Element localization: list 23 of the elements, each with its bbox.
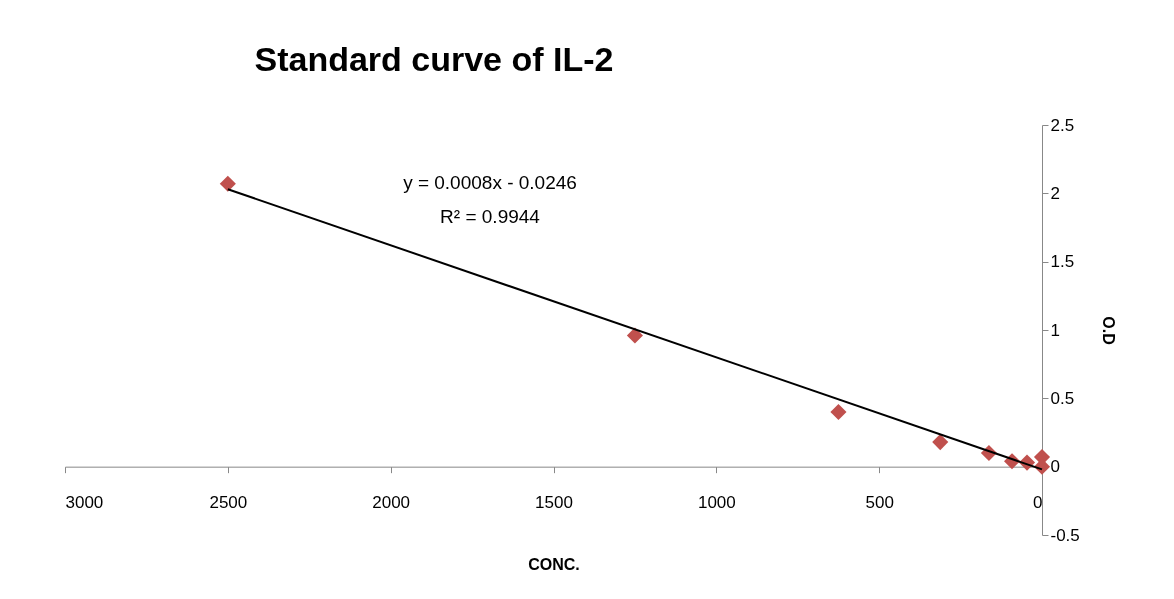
y-tick-label: 0.5 bbox=[1050, 388, 1075, 408]
x-tick-label: 2500 bbox=[209, 493, 248, 513]
x-tick-label: 3000 bbox=[65, 493, 104, 513]
annotation: R² = 0.9944 bbox=[440, 206, 541, 227]
y-tick-label: 2.5 bbox=[1050, 115, 1075, 135]
y-tick-label: 2 bbox=[1050, 183, 1060, 203]
y-tick-label: 1 bbox=[1050, 320, 1060, 340]
x-axis-title: CONC. bbox=[528, 556, 580, 574]
y-tick-label: 1.5 bbox=[1050, 252, 1075, 272]
annotation: y = 0.0008x - 0.0246 bbox=[403, 172, 577, 193]
x-tick-label: 1500 bbox=[535, 493, 573, 513]
point bbox=[219, 175, 236, 192]
x-tick-label: 0 bbox=[1033, 493, 1043, 513]
y-axis-title: O.D bbox=[1099, 316, 1117, 345]
y-tick-label: 0 bbox=[1050, 457, 1060, 477]
y-tick-label: -0.5 bbox=[1050, 525, 1080, 545]
chart-title: Standard curve of IL-2 bbox=[254, 40, 614, 78]
point bbox=[626, 327, 643, 344]
x-tick-label: 2000 bbox=[372, 493, 411, 513]
point bbox=[932, 434, 949, 451]
x-tick-label: 1000 bbox=[697, 493, 736, 513]
point bbox=[830, 403, 847, 421]
x-tick-label: 500 bbox=[865, 493, 894, 513]
